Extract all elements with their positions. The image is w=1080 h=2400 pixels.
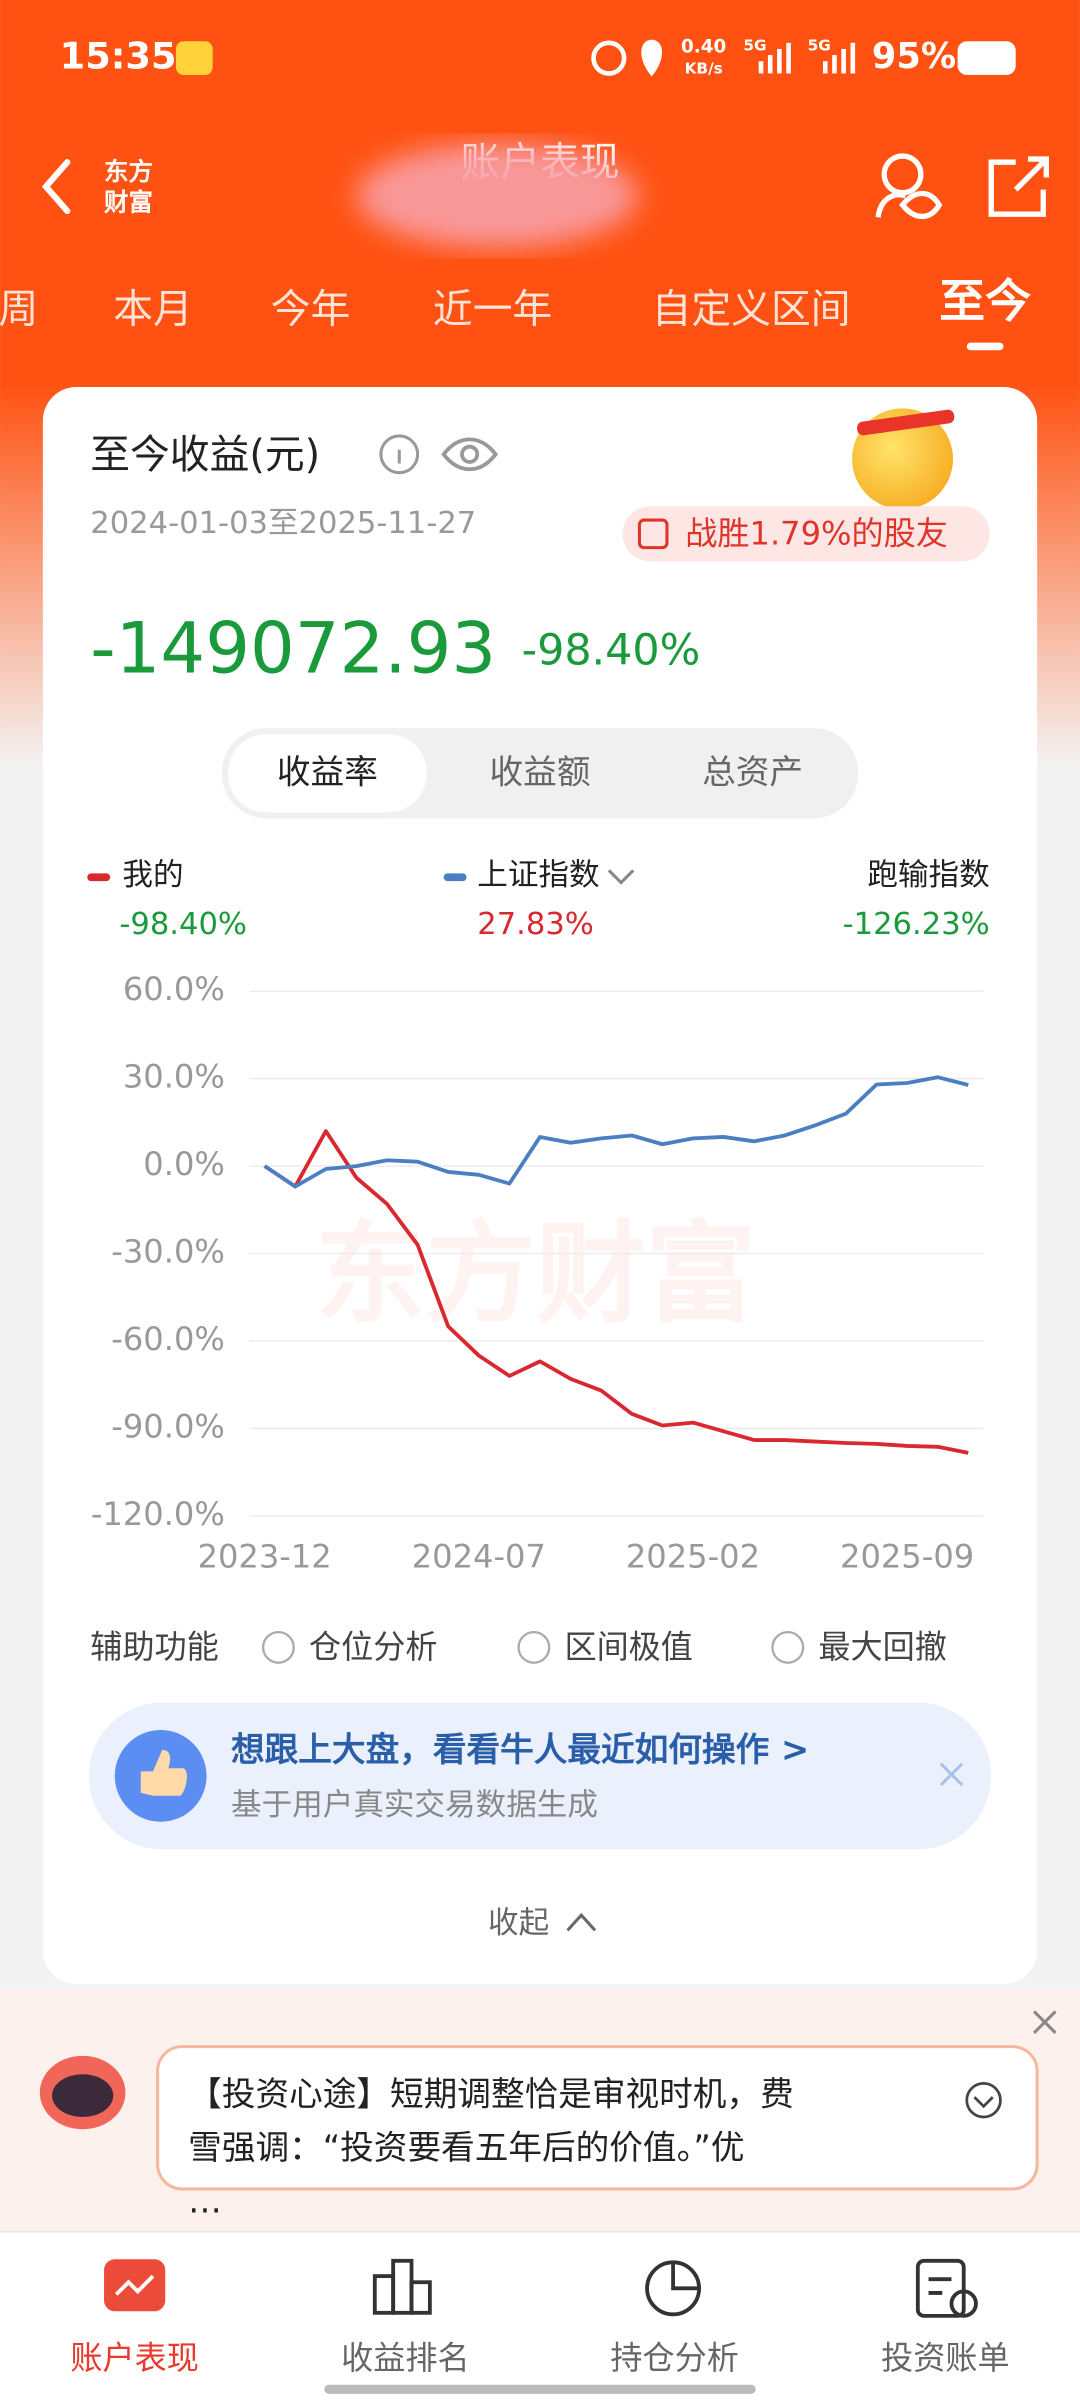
y-tick-label: -60.0% — [111, 1320, 225, 1358]
share-button[interactable] — [988, 156, 1049, 217]
y-tick-label: 0.0% — [143, 1145, 225, 1183]
nav-item[interactable]: 收益排名 — [341, 2339, 469, 2377]
radio[interactable] — [771, 1630, 805, 1664]
nav-item[interactable]: 持仓分析 — [610, 2339, 738, 2377]
radio[interactable] — [261, 1630, 295, 1664]
nav-item[interactable]: 投资账单 — [881, 2339, 1009, 2377]
mascot-headband — [857, 409, 955, 436]
x-tick-label: 2025-09 — [840, 1538, 974, 1576]
promo-subtitle: 基于用户真实交易数据生成 — [231, 1788, 598, 1823]
total-profit: -149072.93 — [90, 608, 496, 690]
signal-icon — [758, 42, 791, 74]
tab[interactable]: 今年 — [271, 287, 351, 333]
mascot-emoji — [852, 408, 954, 510]
thumb-icon — [140, 1749, 187, 1796]
nav-icon[interactable] — [915, 2258, 978, 2318]
tab[interactable]: 周 — [0, 287, 38, 333]
location-icon — [641, 39, 663, 77]
chart: 60.0% 30.0% 0.0% -30.0% -60.0% -90.0% -120.0% 2… — [91, 970, 984, 1576]
nav-icon-mark — [114, 2274, 155, 2296]
date-range: 2024-01-03至2025-11-27 — [90, 506, 476, 541]
tool-option[interactable]: 区间极值 — [564, 1628, 692, 1666]
network-label: 5G — [743, 36, 766, 54]
legend-value: -126.23% — [843, 907, 990, 942]
legend-swatch — [443, 873, 467, 882]
promo-banner[interactable] — [88, 1702, 992, 1850]
promo-close[interactable] — [939, 1762, 964, 1787]
badge-icon — [637, 518, 669, 550]
watermark: 东方财富 — [315, 1210, 756, 1338]
segment[interactable]: 收益额 — [490, 752, 591, 791]
series-line — [263, 1075, 969, 1189]
app-icon — [175, 41, 213, 75]
tab-active[interactable]: 至今 — [939, 274, 1031, 328]
legend-name[interactable]: 上证指数 — [477, 858, 599, 893]
y-tick-label: 30.0% — [123, 1058, 225, 1096]
y-tick-label: -90.0% — [111, 1407, 225, 1445]
eye-toggle[interactable] — [441, 437, 499, 471]
x-tick-label: 2025-02 — [626, 1538, 760, 1576]
info-icon[interactable] — [379, 434, 420, 475]
promo-title[interactable]: 想跟上大盘，看看牛人最近如何操作 > — [231, 1730, 809, 1769]
eye-pupil — [460, 444, 480, 464]
x-tick-label: 2023-12 — [198, 1538, 332, 1576]
news-bubble[interactable] — [156, 2045, 1039, 2191]
net-speed-unit: KB/s — [685, 59, 723, 77]
tab[interactable]: 自定义区间 — [652, 287, 851, 333]
tab[interactable]: 近一年 — [433, 287, 552, 333]
y-tick-label: -120.0% — [91, 1495, 225, 1533]
logo: 东方财富 — [104, 157, 153, 217]
signal-icon — [822, 42, 856, 74]
legend-swatch — [87, 873, 111, 882]
eye-account-button[interactable] — [875, 153, 943, 220]
privacy-blur — [356, 143, 638, 248]
alarm-icon — [591, 40, 627, 76]
card-title: 至今收益(元) — [90, 432, 320, 478]
battery-icon — [957, 41, 1016, 75]
segment[interactable]: 收益率 — [277, 752, 378, 791]
collapse-chevron — [566, 1912, 597, 1932]
legend-value: -98.40% — [119, 907, 247, 942]
bottom-nav — [0, 2231, 1080, 2400]
tab[interactable]: 本月 — [113, 287, 193, 333]
news-text[interactable]: 【投资心途】短期调整恰是审视时机，费雪强调：“投资要看五年后的价值。”优… — [188, 2074, 794, 2220]
robot-face — [52, 2074, 114, 2118]
tool-option[interactable]: 最大回撤 — [818, 1628, 946, 1666]
tool-option[interactable]: 仓位分析 — [309, 1628, 437, 1666]
legend-name: 跑输指数 — [867, 858, 989, 893]
y-tick-label: 60.0% — [123, 970, 225, 1008]
nav-icon[interactable] — [104, 2259, 166, 2312]
nav-icon[interactable] — [645, 2260, 701, 2317]
beat-badge[interactable] — [622, 506, 990, 562]
y-tick-label: -30.0% — [111, 1233, 225, 1271]
legend-value: 27.83% — [477, 907, 594, 942]
legend-name: 我的 — [122, 858, 183, 893]
nav-icon[interactable] — [372, 2258, 432, 2315]
segment[interactable]: 总资产 — [702, 752, 803, 791]
home-indicator — [324, 2384, 756, 2394]
expand-chevron — [973, 2096, 994, 2109]
nav-item-active[interactable]: 账户表现 — [70, 2339, 198, 2377]
net-speed: 0.40 — [681, 36, 726, 57]
index-dropdown[interactable] — [607, 869, 635, 885]
x-tick-label: 2024-07 — [412, 1538, 546, 1576]
segment-active-bg — [227, 734, 427, 813]
beat-badge-text: 战胜1.79%的股友 — [685, 514, 948, 552]
tab-indicator — [966, 342, 1004, 351]
tools-label: 辅助功能 — [90, 1628, 218, 1666]
collapse-button[interactable]: 收起 — [488, 1906, 549, 1941]
back-button[interactable] — [41, 159, 71, 215]
network-label: 5G — [808, 36, 831, 54]
status-time: 15:35 — [60, 35, 177, 78]
total-return: -98.40% — [522, 626, 701, 676]
news-close[interactable] — [1032, 2010, 1057, 2034]
series-line — [263, 1129, 969, 1455]
battery-percent: 95% — [872, 36, 956, 77]
expand-button[interactable] — [965, 2081, 1002, 2119]
radio[interactable] — [517, 1630, 551, 1664]
info-icon-mark — [397, 449, 401, 464]
